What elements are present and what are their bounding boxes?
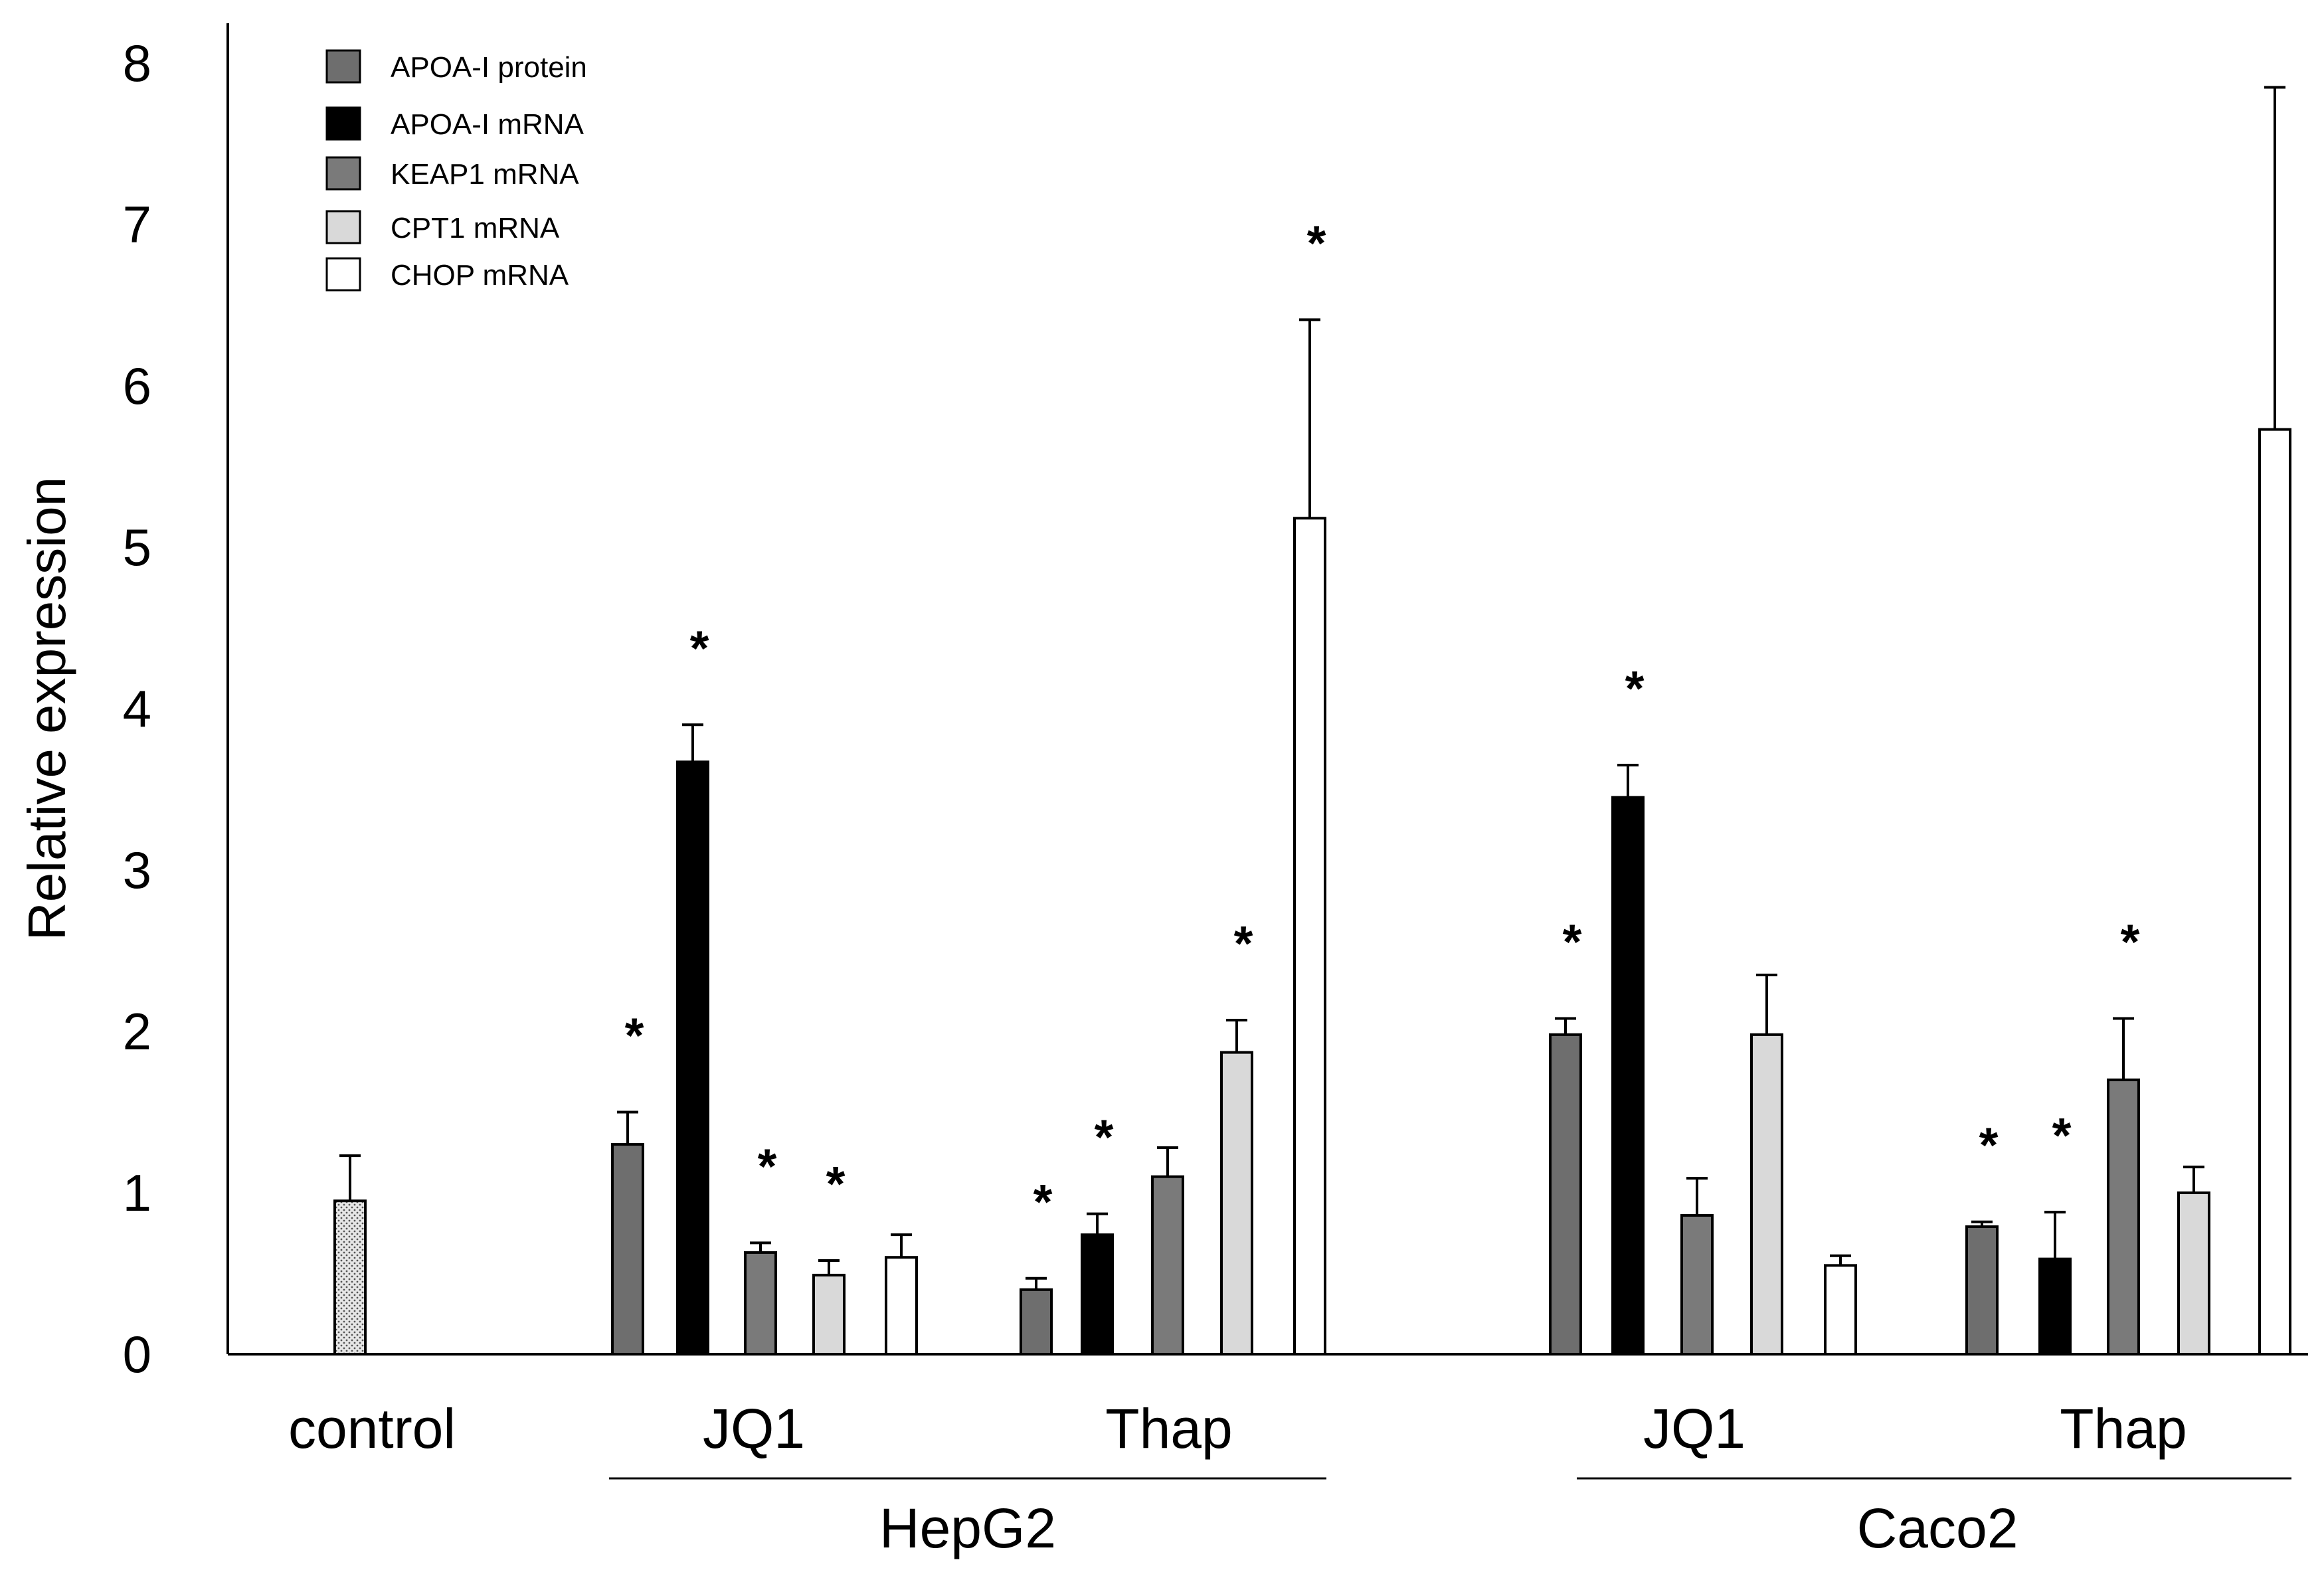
legend-swatch: [325, 49, 361, 84]
category-label: control: [288, 1397, 456, 1460]
bar: [744, 1251, 777, 1356]
bar: [1965, 1225, 1999, 1356]
bar: [2107, 1078, 2140, 1356]
y-tick-label: 0: [123, 1325, 151, 1383]
category-label: JQ1: [1643, 1397, 1745, 1460]
bar: [1293, 517, 1326, 1356]
significance-star: *: [1234, 916, 1253, 971]
significance-star: *: [690, 620, 709, 675]
bar: [1680, 1214, 1714, 1356]
y-tick-label: 8: [123, 34, 151, 92]
legend-label: APOA-I mRNA: [391, 108, 584, 141]
significance-star: *: [1033, 1174, 1053, 1229]
y-tick-label: 2: [123, 1002, 151, 1061]
significance-star: *: [2052, 1108, 2072, 1163]
significance-star: *: [1307, 215, 1326, 270]
bar: [812, 1273, 846, 1356]
bar: [1750, 1033, 1783, 1356]
legend: APOA-I protein APOA-I mRNA KEAP1 mRNA CPT1 …: [325, 49, 587, 292]
bar: [1611, 796, 1645, 1356]
bar: [1549, 1033, 1582, 1356]
bar: [1220, 1051, 1253, 1356]
y-tick-label: 5: [123, 518, 151, 576]
bar: [333, 1199, 367, 1356]
bar: [885, 1256, 918, 1356]
legend-swatch: [325, 210, 361, 244]
legend-swatch: [325, 257, 361, 292]
significance-star: *: [2121, 915, 2140, 970]
legend-label: CPT1 mRNA: [391, 212, 560, 244]
legend-label: KEAP1 mRNA: [391, 158, 579, 191]
bar: [1081, 1233, 1114, 1356]
category-labels: control JQ1 Thap JQ1 Thap HepG2 Caco2: [288, 1397, 2291, 1559]
y-tick-label: 3: [123, 841, 151, 899]
legend-swatch: [325, 106, 361, 141]
group-label: HepG2: [879, 1497, 1056, 1559]
bar: [611, 1143, 644, 1356]
significance-star: *: [758, 1138, 777, 1193]
group-label: Caco2: [1857, 1497, 2018, 1559]
significance-star: *: [1563, 915, 1582, 970]
y-tick-label: 6: [123, 357, 151, 415]
bar: [1151, 1175, 1184, 1356]
category-label: JQ1: [703, 1397, 805, 1460]
bars: * * * * * * * * * * * * *: [333, 86, 2291, 1356]
bar: [676, 760, 709, 1356]
category-label: Thap: [2060, 1397, 2187, 1460]
axes: 0 1 2 3 4 5 6 7 8 Relative expression: [17, 23, 2308, 1383]
significance-star: *: [1979, 1118, 1999, 1173]
significance-star: *: [1625, 661, 1645, 716]
significance-star: *: [826, 1156, 846, 1211]
legend-label: APOA-I protein: [391, 51, 587, 84]
bar: [2038, 1257, 2072, 1356]
bar: [1824, 1264, 1857, 1356]
significance-star: *: [625, 1008, 644, 1063]
y-tick-label: 1: [123, 1164, 151, 1222]
y-axis-label: Relative expression: [17, 477, 76, 940]
y-tick-label: 4: [123, 679, 151, 738]
bar: [2177, 1191, 2210, 1356]
bar: [1020, 1288, 1053, 1356]
significance-star: *: [1095, 1110, 1114, 1165]
y-tick-label: 7: [123, 195, 151, 254]
legend-swatch: [325, 156, 361, 191]
legend-label: CHOP mRNA: [391, 259, 569, 292]
category-label: Thap: [1105, 1397, 1232, 1460]
bar: [2258, 428, 2291, 1356]
